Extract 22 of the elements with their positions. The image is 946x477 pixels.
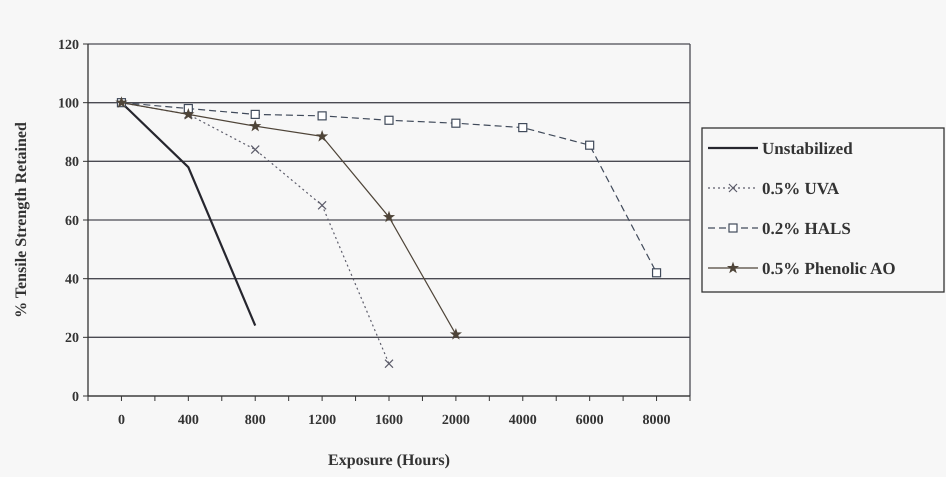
x-tick-label: 2000 bbox=[442, 413, 470, 428]
y-tick-label: 0 bbox=[72, 390, 79, 405]
y-tick-label: 20 bbox=[65, 331, 79, 346]
y-tick-label: 40 bbox=[65, 272, 79, 288]
x-tick-label: 1600 bbox=[375, 413, 403, 428]
y-tick-label: 80 bbox=[65, 155, 79, 170]
legend-label: 0.2% HALS bbox=[762, 218, 851, 238]
x-tick-label: 6000 bbox=[576, 413, 604, 428]
y-tick-label: 100 bbox=[58, 96, 79, 112]
y-axis-title: % Tensile Strength Retained bbox=[13, 122, 30, 318]
x-tick-label: 400 bbox=[178, 413, 199, 428]
x-tick-label: 8000 bbox=[642, 413, 671, 428]
x-tick-label: 800 bbox=[244, 413, 266, 428]
legend-label: 0.5% Phenolic AO bbox=[762, 258, 896, 278]
x-tick-label: 0 bbox=[118, 413, 125, 428]
x-tick-label: 4000 bbox=[508, 413, 537, 428]
y-tick-label: 120 bbox=[58, 38, 79, 53]
x-axis-title: Exposure (Hours) bbox=[328, 452, 450, 469]
legend-label: Unstabilized bbox=[762, 138, 854, 158]
x-tick-label: 1200 bbox=[308, 413, 336, 428]
legend-label: 0.5% UVA bbox=[762, 178, 840, 198]
y-tick-label: 60 bbox=[65, 214, 79, 229]
